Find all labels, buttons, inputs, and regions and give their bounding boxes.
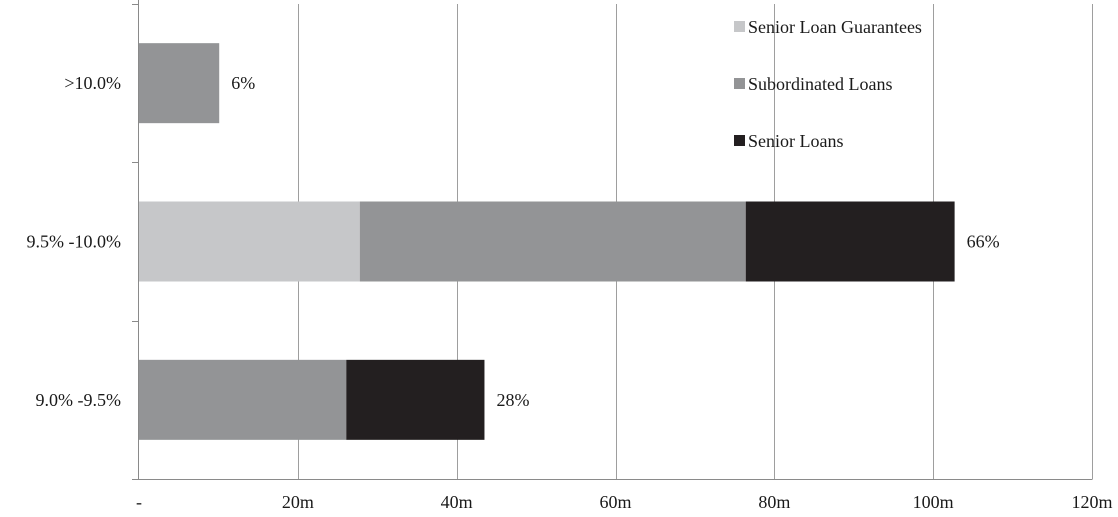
x-tick-label: - — [136, 492, 142, 512]
legend-label: Subordinated Loans — [748, 74, 892, 94]
category-label: 9.5% -10.0% — [27, 232, 121, 252]
data-labels: 28% 66% 6% — [231, 73, 999, 410]
bar-segment-subordinated-loans-2 — [139, 43, 220, 124]
x-tick-label: 100m — [913, 492, 954, 512]
data-label: 66% — [967, 232, 1000, 252]
category-label: 9.0% -9.5% — [36, 390, 121, 410]
legend: Senior Loan Guarantees Subordinated Loans… — [734, 17, 922, 151]
bar-segment-subordinated-loans-0 — [139, 359, 347, 440]
legend-label: Senior Loan Guarantees — [748, 17, 922, 37]
data-label: 28% — [496, 390, 529, 410]
axes — [132, 0, 1093, 480]
data-label: 6% — [231, 73, 255, 93]
x-tick-label: 120m — [1071, 492, 1112, 512]
legend-swatch-subordinated-loans — [734, 78, 745, 89]
bar-segment-senior-loan-guarantees-1 — [139, 201, 360, 282]
x-axis-tick-labels: - 20m 40m 60m 80m 100m 120m — [136, 492, 1113, 512]
legend-swatch-senior-loan-guarantees — [734, 21, 745, 32]
x-tick-label: 80m — [758, 492, 790, 512]
category-label: >10.0% — [64, 73, 121, 93]
legend-swatch-senior-loans — [734, 135, 745, 146]
bars — [139, 43, 955, 440]
legend-label: Senior Loans — [748, 131, 843, 151]
bar-segment-senior-loans-1 — [745, 201, 955, 282]
bar-segment-subordinated-loans-1 — [359, 201, 746, 282]
bar-segment-senior-loans-0 — [346, 359, 485, 440]
x-tick-label: 20m — [282, 492, 314, 512]
x-tick-label: 40m — [441, 492, 473, 512]
x-tick-label: 60m — [599, 492, 631, 512]
y-axis-category-labels: 9.0% -9.5% 9.5% -10.0% >10.0% — [27, 73, 121, 410]
